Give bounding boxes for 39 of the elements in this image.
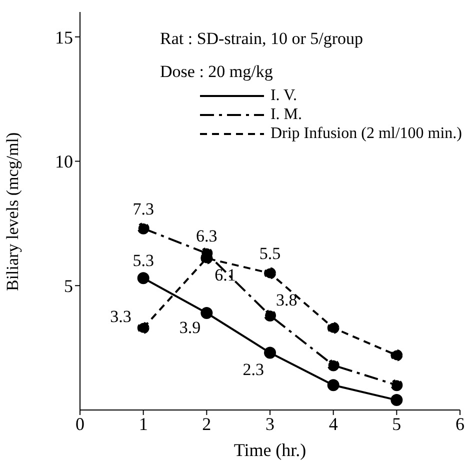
data-label: 3.3 bbox=[110, 306, 132, 326]
x-tick-label: 6 bbox=[456, 414, 464, 434]
point bbox=[327, 379, 340, 392]
annotation: Dose : 20 mg/kg bbox=[160, 61, 274, 83]
point bbox=[137, 322, 150, 334]
data-label: 2.3 bbox=[242, 360, 264, 379]
data-label: 5.5 bbox=[259, 244, 281, 264]
point bbox=[327, 322, 340, 334]
point bbox=[137, 222, 150, 234]
point bbox=[390, 394, 403, 406]
data-label: 3.9 bbox=[179, 318, 201, 337]
annotation: Rat : SD-strain, 10 or 5/group bbox=[160, 28, 364, 50]
data-label: 7.3 bbox=[132, 199, 154, 218]
point bbox=[264, 267, 276, 280]
point bbox=[137, 272, 150, 284]
point bbox=[200, 306, 213, 319]
point bbox=[390, 379, 403, 392]
data-label: 3.8 bbox=[276, 290, 298, 310]
x-tick-label: 5 bbox=[392, 414, 402, 434]
y-axis-title: Biliary levels (mcg/ml) bbox=[3, 132, 22, 291]
legend-label: I. V. bbox=[270, 86, 297, 105]
data-label: 5.3 bbox=[132, 251, 154, 270]
point bbox=[390, 349, 403, 362]
point bbox=[264, 346, 276, 359]
legend-label: Drip Infusion (2 ml/100 min.) bbox=[270, 124, 462, 143]
x-tick-label: 3 bbox=[266, 414, 274, 434]
x-axis-title: Time (hr.) bbox=[234, 440, 306, 460]
data-label: 6.1 bbox=[214, 265, 236, 284]
x-tick-label: 4 bbox=[328, 414, 338, 434]
legend-label: I. M. bbox=[270, 105, 302, 124]
data-label: 6.3 bbox=[196, 226, 218, 246]
x-tick-label: 0 bbox=[76, 414, 84, 434]
x-tick-label: 1 bbox=[138, 414, 148, 434]
y-tick-label: 15 bbox=[55, 27, 73, 48]
y-tick-label: 10 bbox=[55, 152, 73, 172]
y-tick-label: 5 bbox=[64, 276, 73, 296]
point bbox=[327, 359, 340, 372]
point bbox=[264, 309, 276, 322]
x-tick-label: 2 bbox=[202, 414, 212, 434]
